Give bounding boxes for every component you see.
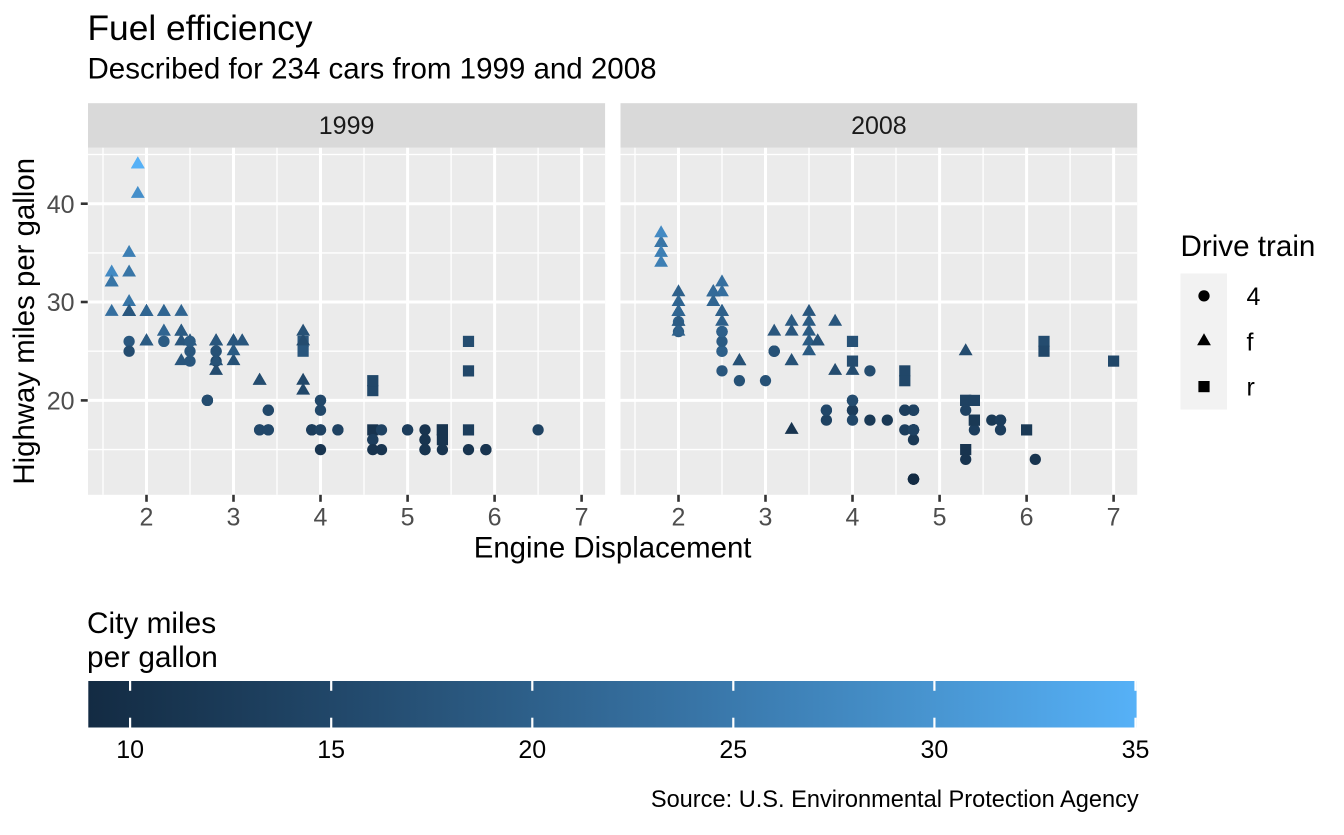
svg-text:2008: 2008 (851, 112, 907, 140)
svg-text:2: 2 (672, 504, 686, 532)
svg-text:5: 5 (933, 504, 947, 532)
svg-text:35: 35 (1122, 736, 1150, 764)
svg-text:15: 15 (317, 736, 345, 764)
svg-text:Described for 234 cars from 19: Described for 234 cars from 1999 and 200… (88, 52, 657, 85)
svg-text:r: r (1247, 374, 1255, 402)
svg-text:1999: 1999 (319, 112, 375, 140)
svg-text:Engine Displacement: Engine Displacement (474, 532, 752, 565)
svg-text:30: 30 (47, 289, 75, 317)
svg-text:2: 2 (140, 504, 154, 532)
svg-text:4: 4 (846, 504, 860, 532)
svg-text:per gallon: per gallon (87, 641, 218, 674)
svg-text:6: 6 (1020, 504, 1034, 532)
svg-text:20: 20 (518, 736, 546, 764)
svg-text:5: 5 (401, 504, 415, 532)
svg-text:3: 3 (227, 504, 241, 532)
svg-text:20: 20 (47, 388, 75, 416)
svg-text:7: 7 (575, 504, 589, 532)
svg-text:7: 7 (1107, 504, 1121, 532)
svg-text:4: 4 (314, 504, 328, 532)
svg-text:30: 30 (920, 736, 948, 764)
svg-text:f: f (1247, 328, 1254, 356)
svg-text:City miles: City miles (87, 607, 216, 640)
svg-text:Drive train: Drive train (1181, 230, 1316, 263)
svg-text:Fuel efficiency: Fuel efficiency (88, 9, 313, 48)
svg-text:Highway miles per gallon: Highway miles per gallon (8, 158, 41, 485)
svg-text:3: 3 (759, 504, 773, 532)
svg-text:Source: U.S. Environmental Pro: Source: U.S. Environmental Protection Ag… (651, 787, 1139, 813)
svg-text:25: 25 (719, 736, 747, 764)
svg-text:6: 6 (488, 504, 502, 532)
svg-text:4: 4 (1247, 283, 1261, 311)
svg-text:10: 10 (116, 736, 144, 764)
svg-text:40: 40 (47, 191, 75, 219)
